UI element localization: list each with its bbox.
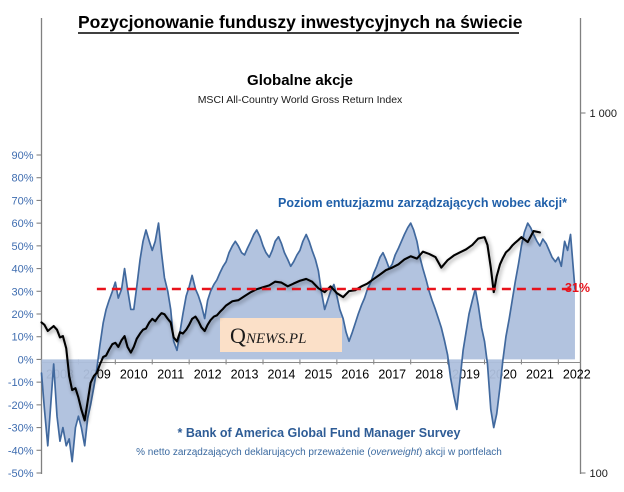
- y-axis-left-tick-label: 50%: [11, 241, 33, 253]
- x-axis-tick-label: 2017: [378, 367, 406, 381]
- footnote-description: % netto zarządzających deklarujących prz…: [136, 447, 502, 458]
- x-axis-tick-label: 2013: [231, 367, 259, 381]
- y-axis-left-tick-label: -20%: [8, 400, 34, 412]
- x-axis-tick-label: 2021: [526, 367, 554, 381]
- equity-series-title: Globalne akcje: [247, 72, 353, 89]
- x-axis-tick-label: 2014: [268, 367, 296, 381]
- y-axis-left-tick-label: 60%: [11, 218, 33, 230]
- y-axis-right-tick-label: 100: [590, 468, 608, 480]
- footnote-part-b: ) akcji w portfelach: [419, 447, 502, 458]
- right-axis-ticks: 1 000 100: [580, 108, 618, 480]
- y-axis-left-tick-label: -40%: [8, 445, 34, 457]
- watermark-q-text: Q: [230, 323, 246, 348]
- x-axis-tick-label: 2010: [120, 367, 148, 381]
- y-axis-left-tick-label: 40%: [11, 264, 33, 276]
- equity-line: [40, 229, 541, 422]
- y-axis-left-tick-label: -30%: [8, 423, 34, 435]
- equity-annotation: Globalne akcje MSCI All-Country World Gr…: [198, 72, 403, 106]
- y-axis-left-tick-label: 80%: [11, 173, 33, 185]
- y-axis-left-tick-label: 70%: [11, 195, 33, 207]
- sentiment-annotation-label: Poziom entuzjazmu zarządzających wobec a…: [278, 196, 567, 210]
- watermark-name-text: NEWS.PL: [245, 331, 306, 347]
- x-axis-tick-label: 2016: [341, 367, 369, 381]
- equity-series: [40, 229, 541, 422]
- footnote-part-a: % netto zarządzających deklarujących prz…: [136, 447, 371, 458]
- y-axis-left-tick-label: 30%: [11, 286, 33, 298]
- y-axis-right-tick-label: 1 000: [590, 108, 618, 120]
- threshold-group: 31%: [96, 281, 590, 295]
- y-axis-left-tick-label: -50%: [8, 468, 34, 480]
- footnote-source: * Bank of America Global Fund Manager Su…: [178, 426, 461, 440]
- x-axis-tick-label: 2022: [563, 367, 591, 381]
- left-axis-ticks: 90% 80% 70% 60% 50% 40% 30% 20% 10% 0% -10% -20% -30…: [8, 150, 42, 480]
- x-axis-ticks: 2008200920102011201220132014201520162017…: [40, 359, 591, 381]
- threshold-value-label: 31%: [565, 281, 590, 295]
- y-axis-left-tick-label: -10%: [8, 377, 34, 389]
- watermark: Q NEWS.PL: [220, 318, 342, 352]
- watermark-background: [220, 318, 342, 352]
- x-axis-tick-label: 2015: [304, 367, 332, 381]
- page-title-text: Pozycjonowanie funduszy inwestycyjnych n…: [78, 12, 523, 32]
- y-axis-left-tick-label: 10%: [11, 332, 33, 344]
- x-axis-tick-label: 2011: [157, 367, 184, 381]
- equity-series-subtitle: MSCI All-Country World Gross Return Inde…: [198, 94, 403, 106]
- footnote-part-italic: overweight: [371, 447, 421, 458]
- y-axis-left-tick-label: 90%: [11, 150, 33, 162]
- y-axis-left-tick-label: 0%: [18, 354, 34, 366]
- x-axis-tick-label: 2012: [194, 367, 222, 381]
- footnotes: * Bank of America Global Fund Manager Su…: [136, 426, 502, 458]
- x-axis-tick-label: 2018: [415, 367, 443, 381]
- sentiment-line: [40, 222, 576, 463]
- y-axis-left-tick-label: 20%: [11, 309, 33, 321]
- page-title: Pozycjonowanie funduszy inwestycyjnych n…: [78, 12, 523, 34]
